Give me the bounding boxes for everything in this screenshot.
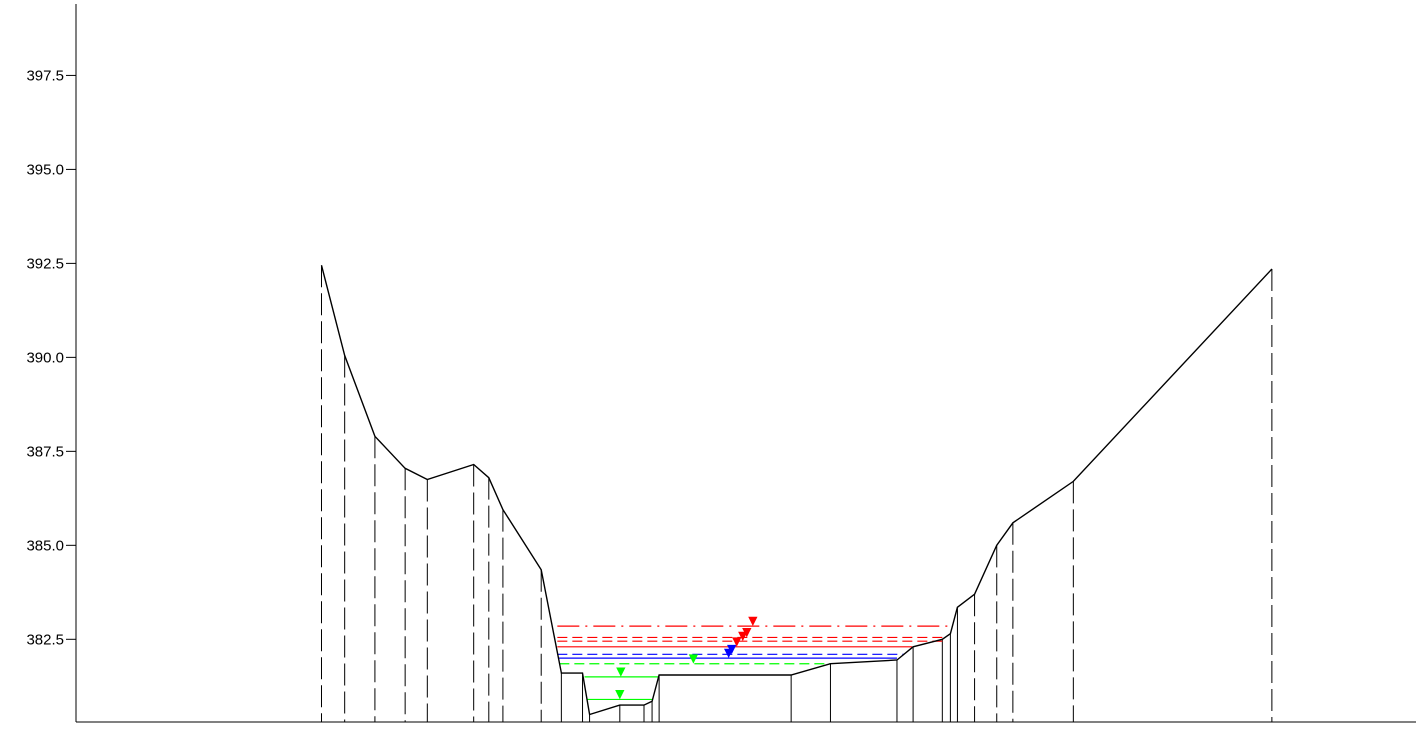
water-level-marker-icon <box>748 616 758 627</box>
y-tick-label: 382.5 <box>26 631 64 648</box>
water-level-lines <box>557 625 953 701</box>
water-level-marker-icon <box>688 654 699 664</box>
y-tick-label: 390.0 <box>26 349 64 366</box>
y-tick-label: 385.0 <box>26 537 64 554</box>
axes <box>75 4 1416 723</box>
y-tick-label: 395.0 <box>26 161 64 178</box>
y-tick-label: 392.5 <box>26 255 64 272</box>
ground-profile <box>320 265 1273 716</box>
water-level-marker-icon <box>738 631 748 642</box>
water-level-marker-icon <box>732 637 742 647</box>
ground-profile-line <box>320 265 1273 716</box>
station-lines <box>320 265 1273 722</box>
y-tick-label: 397.5 <box>26 67 64 84</box>
water-level-marker-icon <box>615 690 625 700</box>
y-tick-label: 387.5 <box>26 443 64 460</box>
water-level-marker-icon <box>724 648 734 658</box>
y-axis-ticks: 382.5 385.0 387.5 390.0 392.5 395.0 397.5 <box>26 67 76 648</box>
water-level-marker-icon <box>616 667 626 677</box>
water-level-markers <box>615 616 758 700</box>
